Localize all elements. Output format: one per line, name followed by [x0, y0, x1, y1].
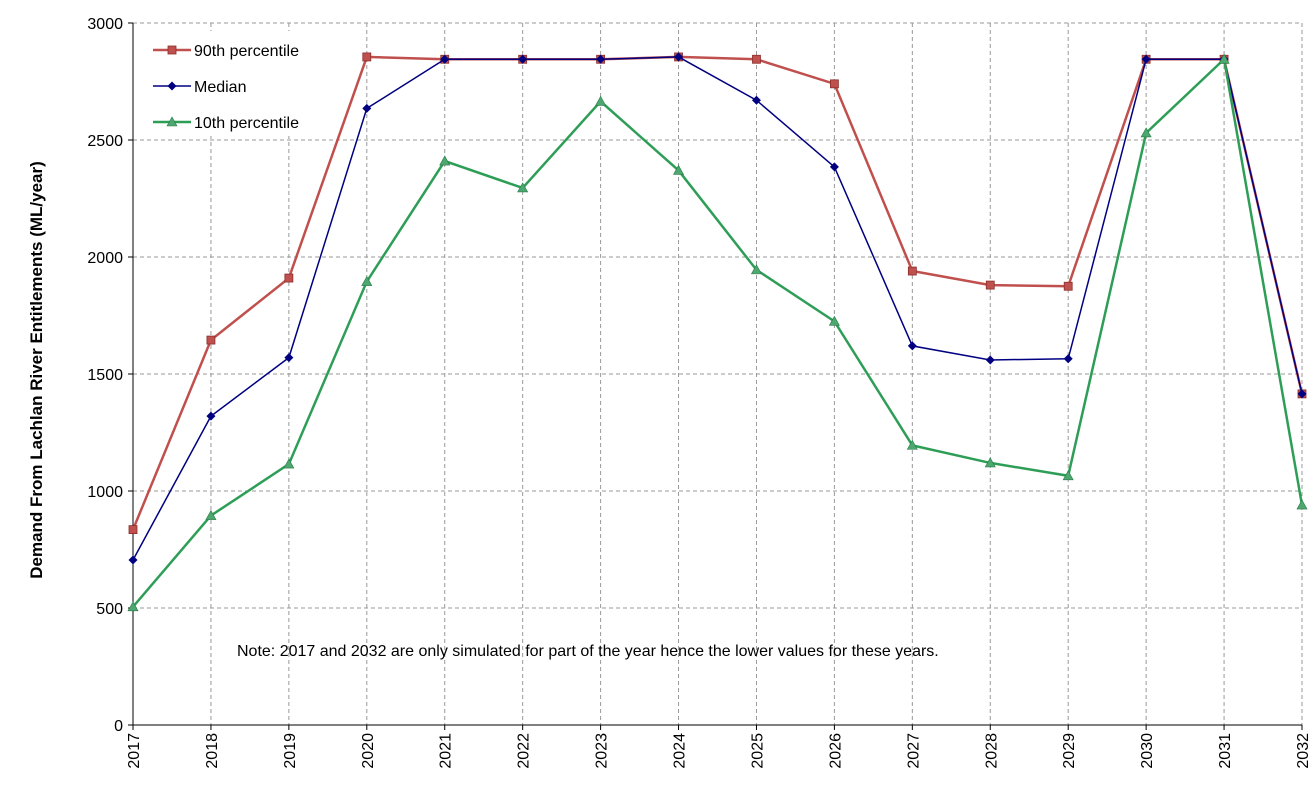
data-point [1063, 281, 1073, 291]
legend-label: 10th percentile [194, 115, 299, 132]
data-point [284, 273, 294, 283]
data-point [984, 457, 996, 468]
data-point [1297, 389, 1307, 399]
x-tick-label: 2020 [360, 733, 377, 769]
legend-marker [167, 45, 177, 55]
data-point [439, 155, 451, 166]
data-point [362, 103, 372, 113]
y-tick-label: 2500 [87, 133, 123, 150]
data-point [751, 95, 761, 105]
legend: 90th percentile Median 10th percentile [141, 31, 334, 136]
legend-marker [166, 116, 178, 127]
data-point [440, 54, 450, 64]
data-point [128, 555, 138, 565]
data-point [828, 315, 840, 326]
series-line [132, 56, 1303, 561]
data-point [1218, 53, 1230, 64]
x-tick-label: 2023 [594, 733, 611, 769]
data-point [830, 79, 839, 89]
y-tick-label: 500 [96, 601, 123, 618]
data-point [595, 95, 607, 106]
data-point [596, 54, 606, 64]
data-point [362, 52, 372, 62]
data-point [517, 182, 529, 193]
data-point [127, 601, 139, 612]
data-point [1141, 54, 1151, 64]
x-tick-label: 2026 [827, 733, 844, 769]
data-point [284, 353, 294, 363]
data-point [518, 54, 528, 64]
x-tick-label: 2028 [983, 733, 1000, 769]
data-point [985, 280, 995, 290]
data-point [1296, 499, 1308, 510]
x-tick-label: 2029 [1061, 733, 1078, 769]
data-point [205, 509, 217, 520]
x-tick-label: 2025 [749, 733, 766, 769]
x-tick-label: 2027 [905, 733, 922, 769]
data-point [206, 335, 216, 345]
data-point [907, 266, 917, 276]
y-tick-label: 1500 [87, 367, 123, 384]
series-line [132, 56, 1304, 608]
x-tick-label: 2031 [1217, 733, 1234, 769]
data-point [750, 264, 762, 275]
series-median [128, 52, 1307, 565]
data-point [985, 355, 995, 365]
data-point [1063, 354, 1073, 364]
data-point [673, 164, 685, 175]
x-tick-label: 2022 [516, 733, 533, 769]
data-point [1062, 470, 1074, 481]
x-tick-label: 2030 [1139, 733, 1156, 769]
x-tick-label: 2017 [126, 733, 143, 769]
data-point [128, 525, 138, 535]
y-axis-label: Demand From Lachlan River Entitlements (… [27, 161, 46, 579]
data-point [674, 52, 684, 62]
legend-marker [167, 81, 177, 91]
data-point [1140, 127, 1152, 138]
legend-label: Median [194, 79, 246, 96]
series-layer [127, 52, 1308, 612]
y-tick-label: 3000 [87, 16, 123, 33]
x-tick-label: 2032 [1295, 733, 1312, 769]
data-point [361, 275, 373, 286]
grid-lines [133, 22, 1303, 725]
x-tick-label: 2018 [204, 733, 221, 769]
x-tick-label: 2024 [672, 733, 689, 769]
data-point [283, 458, 295, 469]
series-10th-percentile [127, 53, 1308, 612]
chart-annotation: Note: 2017 and 2032 are only simulated f… [237, 643, 939, 660]
x-tick-label: 2019 [282, 733, 299, 769]
data-point [206, 411, 216, 421]
data-point [829, 162, 839, 172]
y-tick-label: 2000 [87, 250, 123, 267]
series-line [131, 55, 1304, 531]
data-point [752, 54, 761, 64]
y-tick-label: 0 [114, 718, 123, 735]
y-tick-label: 1000 [87, 484, 123, 501]
data-point [907, 341, 917, 351]
legend-label: 90th percentile [194, 43, 299, 60]
x-tick-labels: 2017 2018 2019 2020 2021 2022 2023 2024 2025 2026… [126, 733, 1312, 769]
data-point [906, 439, 918, 450]
x-tick-label: 2021 [438, 733, 455, 769]
y-tick-labels: 0 500 1000 1500 2000 2500 3000 [87, 16, 123, 735]
